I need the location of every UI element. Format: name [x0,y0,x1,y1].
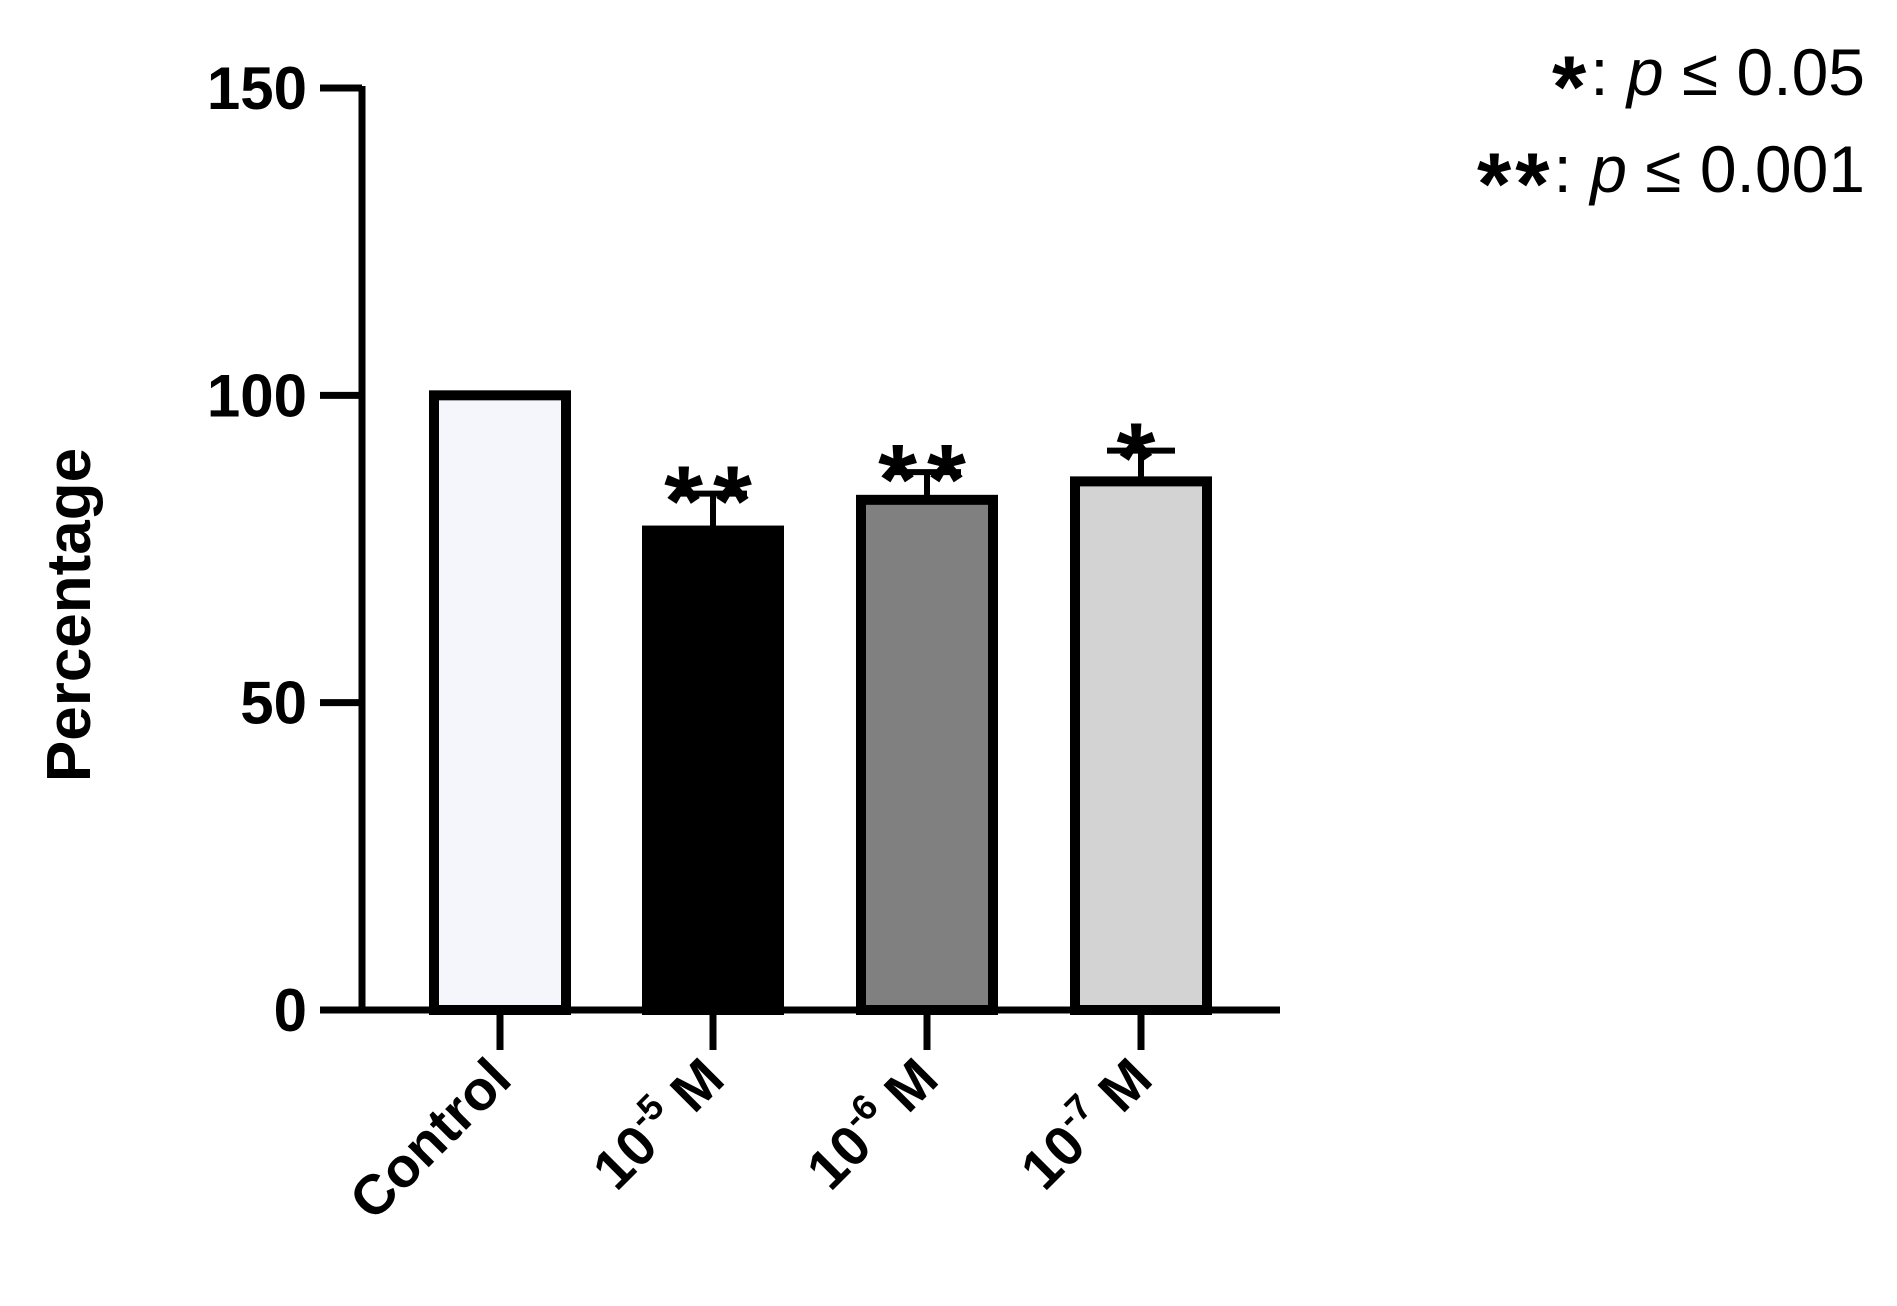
bar [856,494,998,1015]
legend-entry: **: p ≤ 0.001 [1477,132,1865,233]
x-tick-label: 10-7 M [1004,1042,1163,1201]
legend-entry: *: p ≤ 0.05 [1552,35,1865,136]
category-labels: Control 10-5 M 10-6 M 10-7 M [337,1042,1163,1231]
bar [642,525,784,1015]
y-tick-label: 50 [240,670,307,737]
x-tick-label: 10-5 M [576,1042,735,1201]
legend: *: p ≤ 0.05**: p ≤ 0.001 [1477,35,1865,233]
x-tick-label: 10-6 M [790,1042,949,1201]
y-axis-label: Percentage [35,448,104,782]
significance-marker: ** [878,424,976,536]
bars-group: ** ** * [429,390,1212,1016]
x-tick-label: Control [337,1046,522,1231]
y-tick-label: 0 [274,977,307,1044]
y-tick-label: 100 [207,362,307,429]
significance-marker: * [1117,403,1166,515]
significance-marker: ** [664,446,762,558]
bar [1070,476,1212,1015]
bar [429,390,571,1016]
y-tick-label: 150 [207,55,307,122]
